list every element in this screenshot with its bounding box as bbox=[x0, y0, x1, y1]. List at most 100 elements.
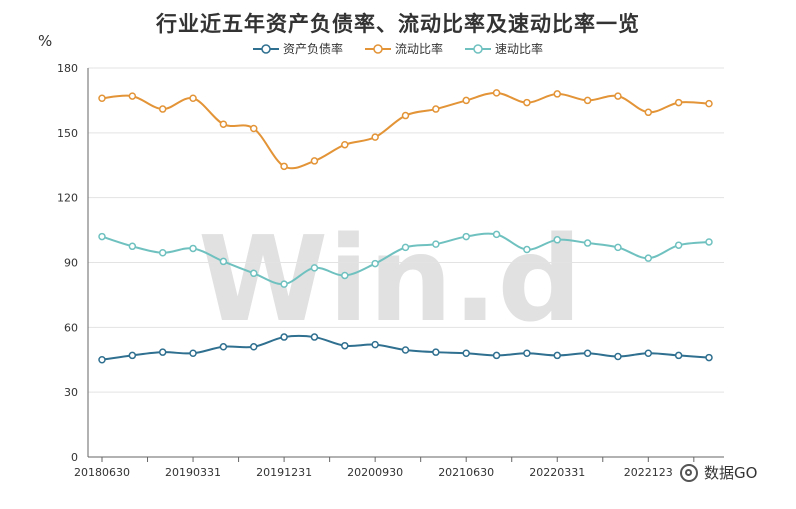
data-point[interactable] bbox=[128, 351, 137, 360]
data-point[interactable] bbox=[280, 162, 288, 171]
data-point[interactable] bbox=[705, 238, 713, 246]
gridlines bbox=[88, 67, 724, 393]
data-point[interactable] bbox=[371, 259, 379, 268]
data-point[interactable] bbox=[705, 353, 713, 362]
series-2 bbox=[98, 230, 713, 288]
x-tick-label: 2022123 bbox=[624, 466, 673, 479]
data-point[interactable] bbox=[250, 343, 258, 351]
x-tick-label: 20190331 bbox=[165, 466, 221, 479]
data-point[interactable] bbox=[523, 98, 531, 107]
legend-label: 速动比率 bbox=[495, 42, 544, 56]
legend-item-current-ratio[interactable]: 流动比率 bbox=[364, 40, 443, 57]
data-point[interactable] bbox=[614, 92, 622, 100]
data-point[interactable] bbox=[158, 348, 167, 356]
y-tick-label: 0 bbox=[71, 451, 78, 464]
data-point[interactable] bbox=[341, 271, 349, 280]
data-point[interactable] bbox=[674, 98, 683, 107]
data-point[interactable] bbox=[553, 90, 561, 98]
x-tick-label: 20220331 bbox=[529, 466, 585, 479]
data-point[interactable] bbox=[371, 340, 379, 349]
axes: 0 30 60 90 120 150 180 20180630 20190331 20191231… bbox=[57, 62, 724, 479]
data-point[interactable] bbox=[98, 94, 106, 103]
data-point[interactable] bbox=[341, 341, 349, 350]
series-0 bbox=[98, 333, 713, 364]
y-tick-label: 90 bbox=[64, 257, 78, 270]
data-point[interactable] bbox=[553, 236, 561, 244]
data-point[interactable] bbox=[462, 232, 470, 241]
legend-label: 流动比率 bbox=[394, 42, 443, 56]
data-point[interactable] bbox=[523, 349, 531, 358]
data-point[interactable] bbox=[280, 280, 288, 288]
x-tick-label: 20200930 bbox=[347, 466, 403, 479]
data-point[interactable] bbox=[280, 333, 288, 341]
data-point[interactable] bbox=[583, 239, 592, 247]
data-point[interactable] bbox=[705, 99, 713, 108]
series-line bbox=[101, 91, 710, 170]
data-point[interactable] bbox=[432, 105, 440, 113]
data-point[interactable] bbox=[189, 94, 197, 103]
legend[interactable]: 资产负债率 流动比率 速动比率 bbox=[0, 40, 796, 57]
data-point[interactable] bbox=[644, 349, 653, 358]
data-point[interactable] bbox=[492, 89, 501, 97]
data-point[interactable] bbox=[219, 343, 228, 351]
data-point[interactable] bbox=[310, 333, 319, 341]
y-tick-label: 30 bbox=[64, 386, 78, 399]
data-point[interactable] bbox=[614, 352, 622, 361]
legend-swatch-icon bbox=[364, 43, 391, 54]
y-axis-unit: % bbox=[38, 32, 53, 50]
data-point[interactable] bbox=[492, 230, 501, 239]
x-tick-label: 20180630 bbox=[74, 466, 130, 479]
x-tick-label: 20191231 bbox=[256, 466, 312, 479]
data-point[interactable] bbox=[158, 105, 167, 113]
brand-label: 数据GO bbox=[704, 464, 758, 482]
data-point[interactable] bbox=[523, 245, 531, 254]
data-point[interactable] bbox=[401, 243, 410, 252]
data-point[interactable] bbox=[98, 232, 106, 241]
y-tick-label: 120 bbox=[57, 192, 78, 205]
series-1 bbox=[98, 89, 713, 171]
data-point[interactable] bbox=[583, 96, 592, 105]
y-tick-label: 150 bbox=[57, 127, 78, 140]
data-point[interactable] bbox=[128, 92, 137, 100]
y-tick-label: 60 bbox=[64, 321, 78, 334]
data-point[interactable] bbox=[401, 111, 410, 120]
data-point[interactable] bbox=[158, 249, 167, 257]
legend-swatch-icon bbox=[252, 43, 279, 54]
y-tick-label: 180 bbox=[57, 62, 78, 75]
data-point[interactable] bbox=[462, 96, 470, 105]
data-point[interactable] bbox=[583, 349, 592, 358]
data-point[interactable] bbox=[462, 349, 470, 358]
data-point[interactable] bbox=[128, 242, 137, 251]
data-point[interactable] bbox=[553, 351, 561, 360]
data-point[interactable] bbox=[371, 133, 379, 141]
legend-swatch-icon bbox=[465, 43, 491, 54]
data-point[interactable] bbox=[432, 348, 440, 356]
data-point[interactable] bbox=[614, 243, 622, 252]
data-point[interactable] bbox=[644, 108, 653, 117]
data-point[interactable] bbox=[219, 257, 228, 266]
data-point[interactable] bbox=[189, 349, 197, 358]
legend-item-quick-ratio[interactable]: 速动比率 bbox=[465, 40, 543, 57]
data-point[interactable] bbox=[189, 244, 197, 253]
data-point[interactable] bbox=[310, 157, 319, 165]
series-layer bbox=[98, 89, 713, 364]
data-point[interactable] bbox=[250, 269, 258, 278]
data-point[interactable] bbox=[250, 124, 258, 133]
legend-label: 资产负债率 bbox=[282, 42, 343, 56]
data-point[interactable] bbox=[432, 240, 440, 248]
data-point[interactable] bbox=[674, 241, 683, 249]
data-point[interactable] bbox=[401, 346, 410, 354]
data-point[interactable] bbox=[98, 356, 106, 364]
chart-title: 行业近五年资产负债率、流动比率及速动比率一览 bbox=[156, 12, 640, 36]
win-d-watermark: Win.d bbox=[198, 210, 582, 348]
data-point[interactable] bbox=[341, 140, 349, 149]
data-point[interactable] bbox=[674, 351, 683, 360]
data-point[interactable] bbox=[492, 351, 501, 360]
x-tick-label: 20210630 bbox=[438, 466, 494, 479]
data-point[interactable] bbox=[644, 254, 653, 262]
data-point[interactable] bbox=[310, 264, 319, 272]
brand-watermark: 数据GO bbox=[680, 462, 757, 483]
data-point[interactable] bbox=[219, 120, 228, 128]
legend-item-debt-ratio[interactable]: 资产负债率 bbox=[252, 40, 343, 57]
